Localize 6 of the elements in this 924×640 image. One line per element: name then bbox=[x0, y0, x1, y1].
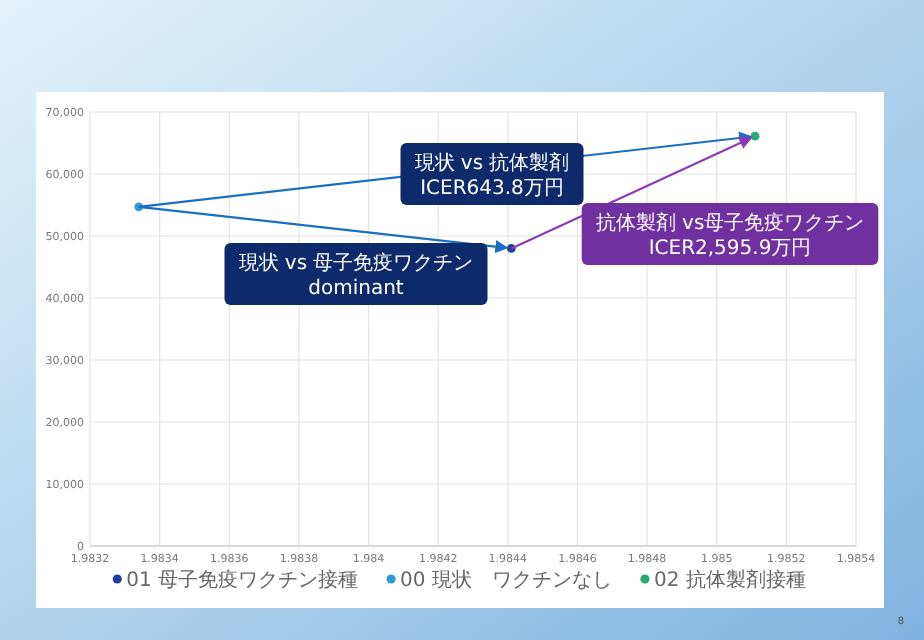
legend-label: 01 母子免疫ワクチン接種 bbox=[126, 568, 359, 592]
annotation: 現状 vs 抗体製剤 ICER643.8万円 bbox=[414, 150, 570, 200]
annotation: 現状 vs 母子免疫ワクチン dominant bbox=[238, 250, 474, 300]
legend-label: 02 抗体製剤接種 bbox=[653, 568, 806, 592]
legend-label: 00 現状 ワクチンなし bbox=[400, 568, 612, 592]
annotation: 抗体製剤 vs母子免疫ワクチン ICER2,595.9万円 bbox=[595, 210, 865, 260]
